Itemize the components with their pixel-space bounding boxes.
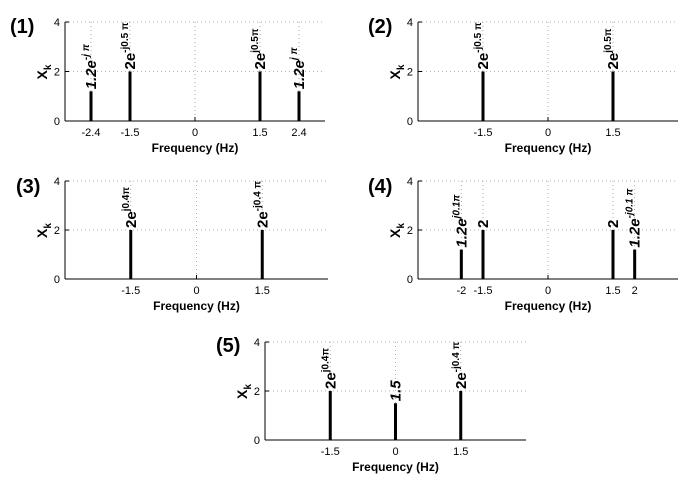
y-tick-label: 4 xyxy=(407,176,413,188)
stem-label: 1.2ej π xyxy=(289,47,308,90)
y-tick-label: 0 xyxy=(407,274,413,286)
y-axis-label: Xk xyxy=(34,223,54,238)
chart-panel-3: (3) 0 2 4 -1.5 0 1.5 Frequency (Hz) Xk 2ej0.4π 2e-… xyxy=(16,176,328,313)
x-axis-label: Frequency (Hz) xyxy=(505,141,592,155)
chart-panel-5: (5) 0 2 4 -1.5 0 1.5 Frequency (Hz) Xk 2ej0.4π 1.5… xyxy=(216,335,526,474)
stem-label: 2ej0.5π xyxy=(250,28,269,69)
stem-label: 2ej0.4π xyxy=(121,187,140,228)
x-tick-label: 0 xyxy=(193,285,199,297)
stem-label: 1.5 xyxy=(388,380,405,402)
chart-panel-1: (1) 0 2 4 -2.4 -1.5 0 1.5 2.4 Frequency (Hz) Xk 1.2… xyxy=(10,16,325,155)
stem-label: 1.2e-j0.1 π xyxy=(625,188,644,248)
y-axis-label: Xk xyxy=(387,223,407,238)
x-axis-label: Frequency (Hz) xyxy=(153,299,240,313)
x-tick-label: -1.5 xyxy=(321,446,340,458)
x-tick-label: 2 xyxy=(632,285,638,297)
stem-label: 2e-j0.5 π xyxy=(120,22,139,69)
y-tick-label: 0 xyxy=(254,435,260,447)
stem-label: 2 xyxy=(475,220,492,228)
x-tick-label: 1.5 xyxy=(605,285,620,297)
x-tick-label: -1.5 xyxy=(121,285,140,297)
x-tick-label: -1.5 xyxy=(474,127,493,139)
y-tick-label: 4 xyxy=(54,176,60,188)
x-axis-label: Frequency (Hz) xyxy=(152,141,239,155)
y-axis-label: Xk xyxy=(34,64,54,79)
x-tick-label: -1.5 xyxy=(121,127,140,139)
stem-label: 1.2e-j π xyxy=(81,43,100,89)
y-tick-label: 2 xyxy=(54,225,60,237)
y-tick-label: 2 xyxy=(407,225,413,237)
stem-label: 2e-j0.4 π xyxy=(252,181,271,228)
stem-label: 2ej0.4π xyxy=(320,348,339,389)
y-tick-label: 0 xyxy=(54,116,60,128)
y-tick-label: 2 xyxy=(54,67,60,79)
chart-panel-4: (4) 0 2 4 -2 -1.5 0 1.5 2 Frequency (Hz) Xk 1.2ej0.… xyxy=(368,176,678,313)
stem-label: 2e-j0.4 π xyxy=(451,342,470,389)
stem-label: 1.2ej0.1π xyxy=(451,194,470,248)
panel-title: (4) xyxy=(368,176,392,198)
y-tick-label: 4 xyxy=(54,17,60,29)
x-tick-label: 0 xyxy=(545,127,551,139)
y-tick-label: 2 xyxy=(407,67,413,79)
chart-panel-2: (2) 0 2 4 -1.5 0 1.5 Frequency (Hz) Xk 2e-j0.5 π 2… xyxy=(368,16,678,155)
y-tick-label: 4 xyxy=(254,337,260,349)
x-tick-label: 1.5 xyxy=(605,127,620,139)
stem-label: 2 xyxy=(605,220,622,228)
y-tick-label: 4 xyxy=(407,17,413,29)
x-tick-label: -2.4 xyxy=(82,127,101,139)
x-tick-label: 0 xyxy=(192,127,198,139)
panel-title: (5) xyxy=(216,335,240,357)
panel-title: (3) xyxy=(16,176,40,198)
x-tick-label: 1.5 xyxy=(252,127,267,139)
y-tick-label: 0 xyxy=(54,274,60,286)
x-tick-label: 2.4 xyxy=(291,127,306,139)
x-tick-label: -2 xyxy=(456,285,466,297)
y-axis-label: Xk xyxy=(387,64,407,79)
x-axis-label: Frequency (Hz) xyxy=(505,299,592,313)
stem-label: 2ej0.5π xyxy=(603,28,622,69)
x-tick-label: 0 xyxy=(392,446,398,458)
y-axis-label: Xk xyxy=(234,384,254,399)
x-tick-label: 1.5 xyxy=(255,285,270,297)
x-tick-label: -1.5 xyxy=(474,285,493,297)
x-axis-label: Frequency (Hz) xyxy=(352,460,439,474)
y-tick-label: 0 xyxy=(407,116,413,128)
panel-title: (1) xyxy=(10,16,34,38)
panel-title: (2) xyxy=(368,16,392,38)
y-tick-label: 2 xyxy=(254,386,260,398)
x-tick-label: 0 xyxy=(545,285,551,297)
stem-label: 2e-j0.5 π xyxy=(473,22,492,69)
x-tick-label: 1.5 xyxy=(453,446,468,458)
